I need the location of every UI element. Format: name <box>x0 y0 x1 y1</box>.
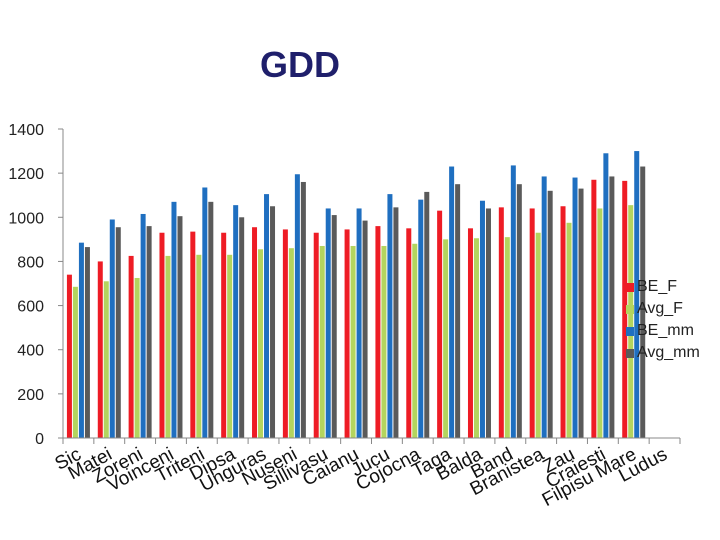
bar-be-f <box>406 228 412 438</box>
bar-avg-mm <box>516 184 522 438</box>
bar-be-f <box>313 232 319 438</box>
bar-avg-mm <box>640 166 646 438</box>
bar-avg-f <box>288 248 294 438</box>
bar-be-mm <box>603 153 609 438</box>
bar-be-mm <box>233 205 239 438</box>
bar-avg-f <box>566 222 572 438</box>
y-tick-label: 1000 <box>8 210 44 227</box>
bar-avg-mm <box>208 201 214 438</box>
bar-avg-mm <box>331 215 337 438</box>
bar-avg-f <box>165 255 171 438</box>
bar-be-f <box>622 180 628 438</box>
bar-be-f <box>437 210 443 438</box>
bar-avg-mm <box>547 190 553 438</box>
bar-be-mm <box>356 208 362 438</box>
legend-item: BE_mm <box>626 320 700 342</box>
bar-be-mm <box>449 166 455 438</box>
legend-swatch <box>626 282 634 292</box>
bar-be-mm <box>78 242 84 438</box>
bar-be-f <box>591 179 597 438</box>
bar-be-f <box>560 206 566 438</box>
legend-item: Avg_mm <box>626 342 700 364</box>
bar-avg-mm <box>239 217 245 438</box>
bar-avg-mm <box>424 191 430 438</box>
chart-title: GDD <box>260 44 340 85</box>
bar-be-mm <box>294 174 300 438</box>
bar-be-mm <box>264 194 270 438</box>
bar-be-mm <box>634 151 640 439</box>
legend-item: Avg_F <box>626 298 700 320</box>
bar-be-mm <box>418 199 424 438</box>
y-tick-label: 1200 <box>8 166 44 183</box>
bar-avg-f <box>412 243 418 438</box>
bar-be-f <box>221 232 227 438</box>
y-tick-label: 600 <box>17 299 44 316</box>
bar-be-mm <box>140 213 146 438</box>
bar-avg-f <box>227 254 233 438</box>
bar-be-f <box>159 232 165 438</box>
bar-avg-f <box>473 238 479 438</box>
bar-avg-f <box>504 237 510 438</box>
bar-avg-mm <box>578 188 584 438</box>
bar-avg-mm <box>146 226 152 438</box>
bar-be-mm <box>479 200 485 438</box>
bar-avg-f <box>258 249 264 438</box>
bar-avg-f <box>381 245 387 438</box>
bar-be-f <box>498 207 504 438</box>
bar-be-mm <box>572 177 578 439</box>
bar-avg-mm <box>485 208 491 438</box>
bar-avg-mm <box>270 206 276 438</box>
bar-be-mm <box>325 208 331 438</box>
legend-swatch <box>626 304 634 314</box>
bar-be-f <box>375 226 381 438</box>
legend-label: Avg_mm <box>637 344 700 361</box>
bar-be-mm <box>202 187 208 438</box>
bar-be-f <box>190 231 196 438</box>
bar-avg-mm <box>177 216 183 438</box>
bar-be-mm <box>510 165 516 439</box>
bar-avg-f <box>628 205 634 438</box>
bar-be-mm <box>171 201 177 438</box>
bar-avg-mm <box>393 207 399 438</box>
bar-be-f <box>344 229 350 438</box>
bar-be-mm <box>109 219 115 438</box>
y-tick-label: 1400 <box>8 122 44 139</box>
bar-be-f <box>128 255 134 438</box>
bar-be-f <box>66 274 72 438</box>
bar-be-mm <box>541 176 547 439</box>
legend-swatch <box>626 348 634 358</box>
bar-avg-f <box>597 208 603 438</box>
bar-be-mm <box>387 194 393 438</box>
bar-avg-f <box>134 277 140 438</box>
y-tick-label: 0 <box>35 431 44 448</box>
y-tick-label: 200 <box>17 387 44 404</box>
legend-label: BE_F <box>637 278 678 295</box>
legend-swatch <box>626 326 634 336</box>
bar-avg-mm <box>115 227 121 438</box>
bar-avg-mm <box>362 220 368 438</box>
bar-be-f <box>529 208 535 438</box>
legend-item: BE_F <box>626 276 700 298</box>
bar-avg-mm <box>84 247 90 438</box>
bar-avg-mm <box>455 184 461 438</box>
bar-avg-mm <box>300 181 306 438</box>
bar-be-f <box>97 261 103 438</box>
bar-avg-f <box>103 281 109 438</box>
bar-avg-f <box>72 286 78 438</box>
bar-be-f <box>282 229 288 438</box>
bar-avg-f <box>196 254 202 438</box>
bar-avg-mm <box>609 176 615 439</box>
y-tick-label: 400 <box>17 343 44 360</box>
legend-label: Avg_F <box>637 300 683 317</box>
bar-be-f <box>252 227 258 438</box>
bar-avg-f <box>443 239 449 438</box>
legend-label: BE_mm <box>637 322 694 339</box>
bar-be-f <box>467 228 473 438</box>
chart-legend: BE_F Avg_F BE_mm Avg_mm <box>626 276 700 364</box>
bar-avg-f <box>535 232 541 438</box>
y-tick-label: 800 <box>17 254 44 271</box>
bar-avg-f <box>319 245 325 438</box>
bar-avg-f <box>350 245 356 438</box>
